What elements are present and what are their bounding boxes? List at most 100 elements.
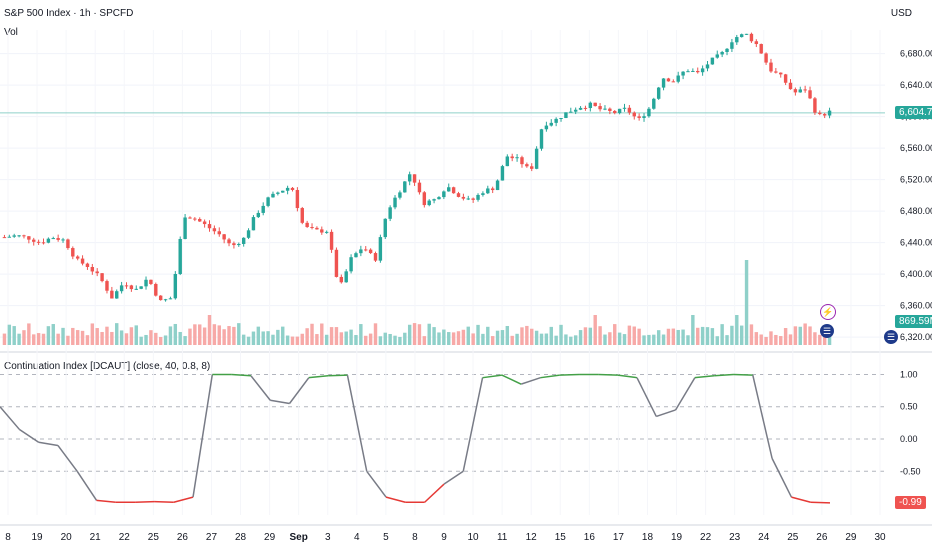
candle-body [754, 41, 759, 45]
candle-body [32, 239, 36, 242]
indicator-line-segment [366, 470, 387, 498]
indicator-tick-label: 1.00 [900, 369, 918, 379]
volume-bar [720, 324, 724, 345]
volume-bar [788, 334, 793, 345]
candle-body [188, 217, 192, 219]
time-tick-label: 26 [816, 532, 828, 543]
candle-body [818, 112, 822, 115]
volume-bar [149, 330, 153, 345]
candle-body [822, 114, 827, 116]
indicator-line-segment [771, 458, 793, 498]
candle-body [539, 129, 544, 149]
candle-body [154, 283, 158, 296]
candle-body [603, 108, 607, 110]
volume-bar [27, 323, 31, 345]
candle-body [490, 188, 495, 191]
time-tick-label: 3 [325, 532, 331, 543]
candle-body [749, 33, 754, 42]
us-flag-icon[interactable]: ☰ [820, 324, 834, 338]
indicator-line-segment [714, 373, 734, 377]
candle-body [681, 71, 685, 76]
volume-bar [124, 333, 129, 345]
volume-bar [393, 335, 397, 345]
price-tick-label: 6,680.00 [900, 49, 932, 59]
time-tick-label: 19 [671, 532, 683, 543]
volume-bar [178, 331, 182, 345]
time-tick-label: 30 [874, 532, 886, 543]
volume-bar [368, 333, 373, 345]
candle-body [759, 44, 763, 54]
candle-body [46, 238, 51, 243]
volume-bar [656, 330, 661, 345]
volume-bar [783, 328, 788, 345]
volume-bar [310, 323, 314, 345]
volume-bar [451, 332, 456, 345]
volume-bar [129, 327, 134, 345]
volume-bar [212, 324, 217, 345]
candle-body [193, 218, 197, 220]
indicator-line-segment [0, 406, 20, 430]
indicator-line-segment [38, 441, 59, 447]
candle-body [739, 34, 744, 38]
time-tick-label: 29 [264, 532, 276, 543]
time-tick-label: 27 [206, 532, 218, 543]
volume-bar [407, 324, 412, 345]
volume-bar [227, 326, 231, 345]
candle-body [295, 190, 300, 209]
volume-bar [539, 333, 544, 345]
candle-body [71, 248, 75, 257]
candle-body [7, 236, 12, 238]
indicator-line-segment [694, 374, 715, 379]
time-tick-label: 24 [758, 532, 770, 543]
candle-body [578, 107, 583, 110]
candle-body [246, 230, 251, 238]
volume-bar [486, 326, 490, 345]
volume-bar [266, 331, 270, 345]
candle-body [700, 68, 705, 73]
volume-bar [290, 336, 295, 345]
us-flag-icon[interactable]: ☰ [884, 330, 898, 344]
volume-bar [134, 325, 138, 345]
volume-bar [324, 334, 329, 345]
volume-bar [647, 334, 651, 345]
price-tick-label: 6,440.00 [900, 238, 932, 248]
candle-body [398, 192, 402, 198]
candle-body [115, 291, 119, 299]
lightning-icon[interactable]: ⚡ [820, 304, 836, 320]
volume-bar [593, 315, 597, 345]
volume-bar [139, 336, 143, 345]
indicator-title[interactable]: Continuation Index [DCAUT] (close, 40, 0… [4, 361, 211, 372]
candle-body [359, 249, 363, 254]
symbol-title[interactable]: S&P 500 Index · 1h · SPCFD [4, 8, 134, 19]
price-tick-label: 6,480.00 [900, 206, 932, 216]
candle-body [2, 237, 7, 239]
volume-bar [305, 328, 309, 345]
volume-bar [329, 327, 334, 345]
volume-bar [251, 331, 256, 345]
indicator-line-segment [346, 374, 368, 472]
volume-bar [515, 333, 519, 345]
candle-body [613, 110, 617, 114]
volume-bar [12, 326, 16, 345]
volume-bar [798, 326, 802, 345]
candle-body [407, 174, 412, 182]
indicator-line-segment [308, 374, 329, 379]
time-tick-label: 16 [584, 532, 596, 543]
volume-bar [642, 335, 646, 345]
candle-body [134, 288, 138, 290]
volume-bar [710, 328, 715, 345]
volume-bar [505, 325, 510, 345]
indicator-tick-label: 0.00 [900, 434, 918, 444]
time-tick-label: 8 [5, 532, 11, 543]
time-tick-label: Sep [289, 532, 307, 543]
candle-body [583, 107, 588, 109]
candle-body [476, 194, 480, 200]
volume-bar [276, 329, 280, 345]
candle-body [241, 237, 246, 244]
volume-bar [75, 330, 80, 345]
volume-bar [373, 323, 378, 345]
time-tick-label: 22 [700, 532, 712, 543]
indicator-line-segment [250, 375, 271, 401]
candle-body [256, 212, 261, 218]
